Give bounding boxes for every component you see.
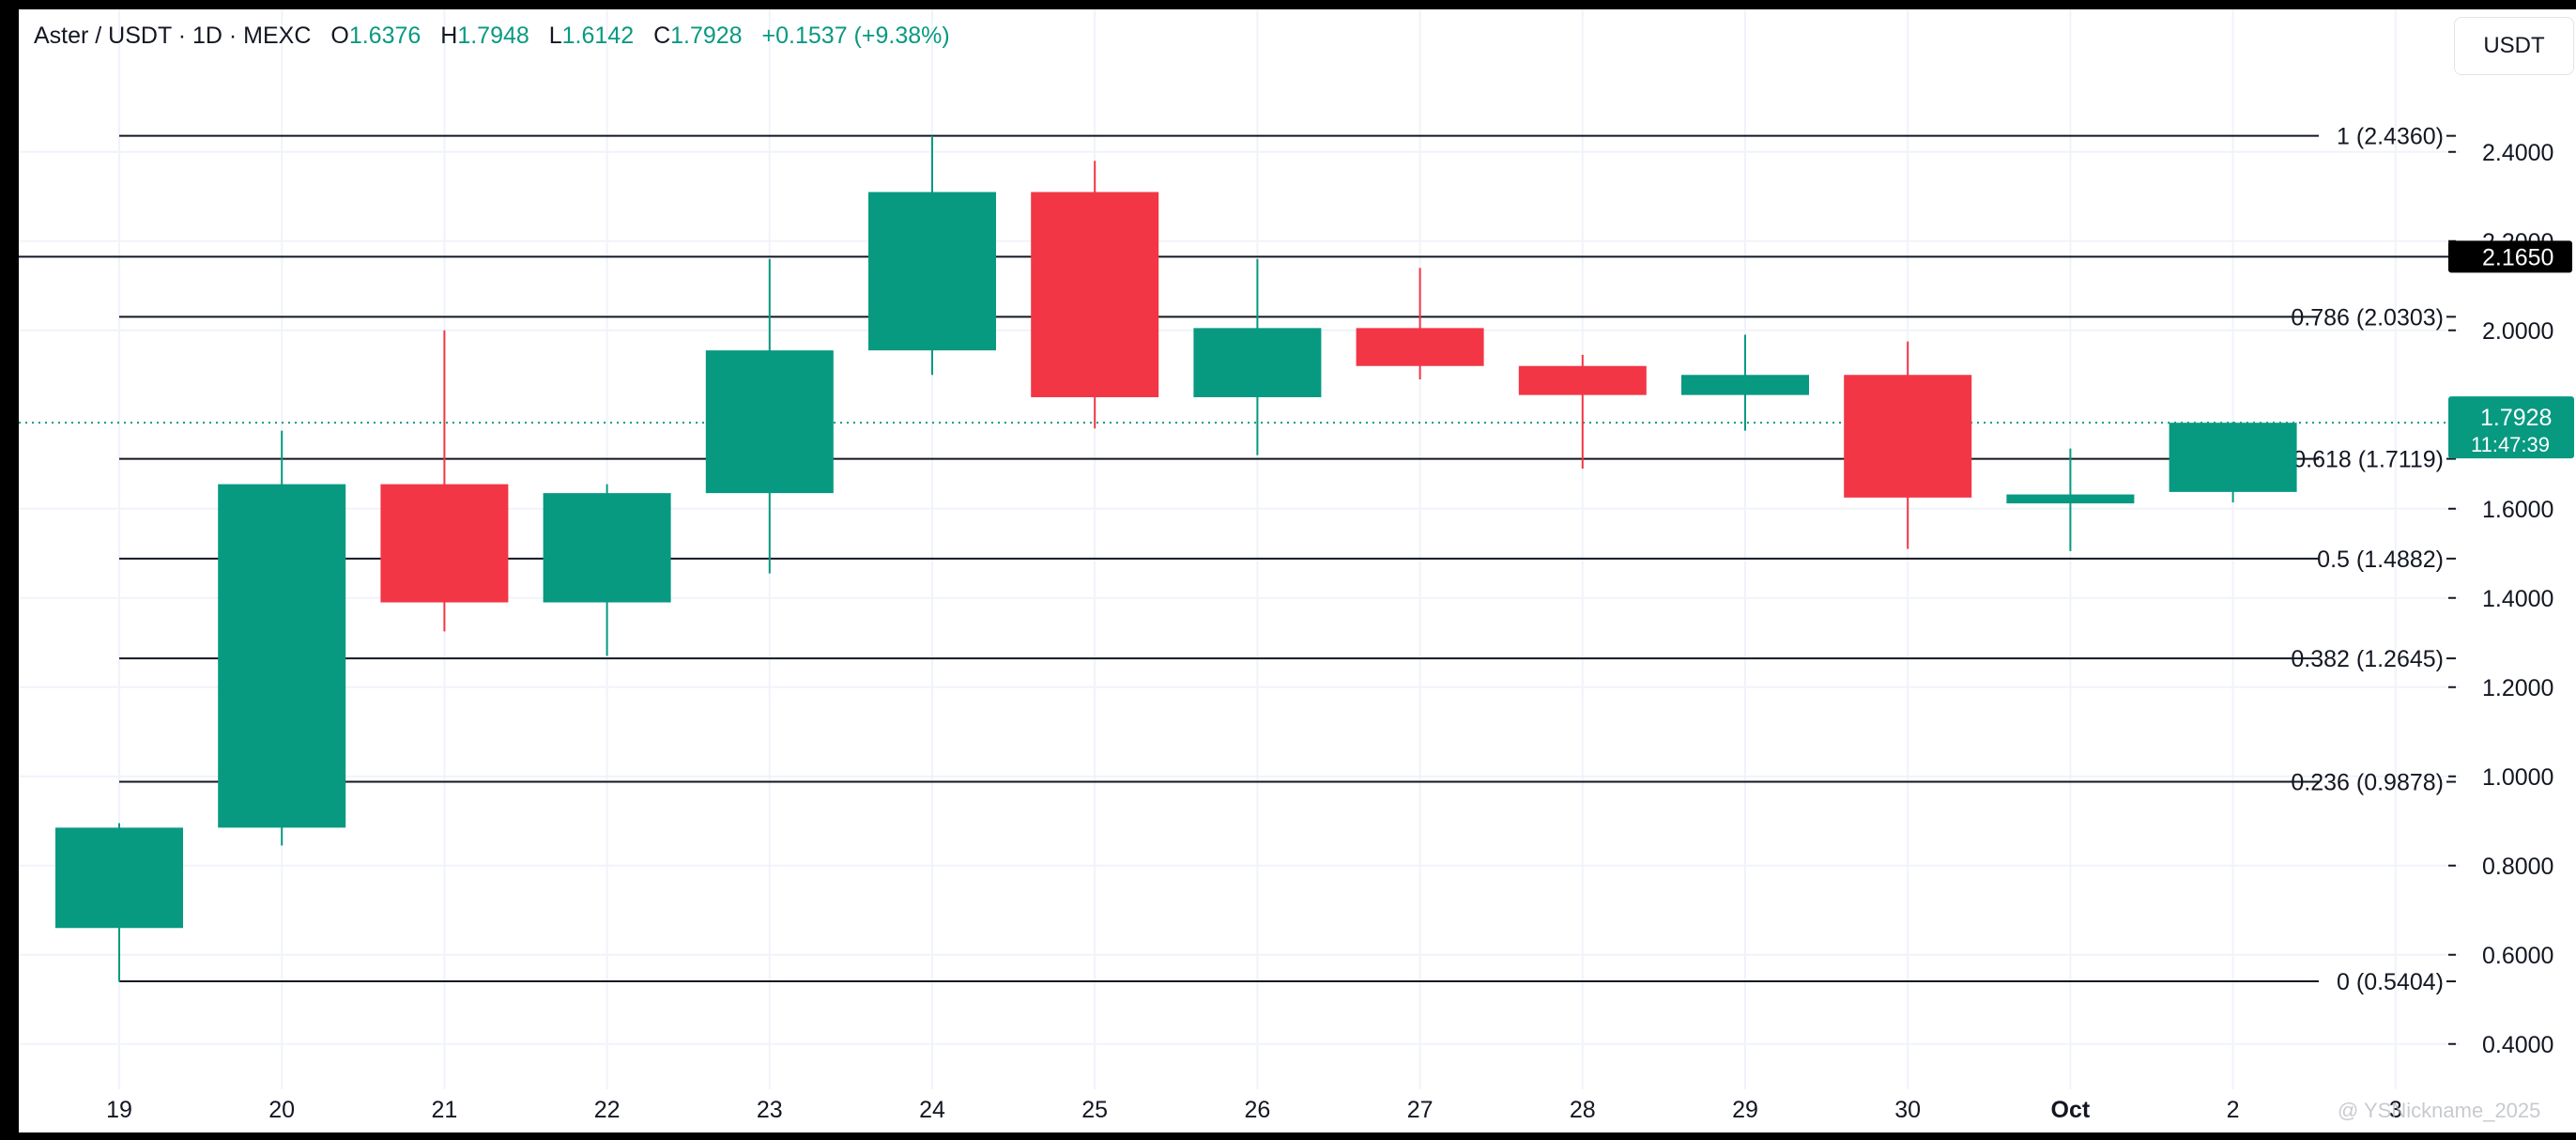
horizontal-line-price-tag [2448,240,2572,273]
fib-level-label: 0.5 (1.4882) [2317,547,2444,573]
y-tick-label: 1.4000 [2482,586,2553,612]
symbol-label: Aster / USDT · 1D · MEXC [34,23,312,49]
fib-level-label: 0 (0.5404) [2337,969,2444,995]
y-tick-label: 1.6000 [2482,497,2553,523]
x-tick-label: 29 [1732,1097,1758,1123]
change-value: +0.1537 (+9.38%) [761,23,950,49]
candle-body [543,493,671,603]
x-tick-label: 2 [2227,1097,2240,1123]
candlestick-chart[interactable]: 19 20 21 22 23 24 25 26 27 28 29 30 Oct 2 30.40000.600… [19,9,2576,1132]
horizontal-line-price-label: 2.1650 [2482,244,2553,270]
y-tick-label: 1.2000 [2482,675,2553,701]
x-tick-label: 27 [1407,1097,1434,1123]
x-tick-label: 23 [757,1097,783,1123]
candle-body [380,484,509,603]
open-label: O [330,23,349,49]
candle-body [1193,328,1322,397]
y-tick-label: 2.4000 [2482,140,2553,166]
chart-frame: 19 20 21 22 23 24 25 26 27 28 29 30 Oct 2 3 0.4000 0.600… [19,9,2576,1132]
low-label: L [548,23,562,49]
candle-body [1356,328,1484,366]
x-tick-label: 26 [1244,1097,1270,1123]
x-tick-label: 20 [268,1097,295,1123]
current-price-tag [2448,396,2574,459]
x-tick-label: 28 [1570,1097,1596,1123]
y-tick-label: 0.4000 [2482,1032,2553,1058]
fib-level-label: 0.236 (0.9878) [2291,770,2444,796]
chart-header: Aster / USDT · 1D · MEXC O1.6376 H1.7948… [34,23,950,50]
high-label: H [440,23,458,49]
countdown-label: 11:47:39 [2471,433,2550,456]
candle-body [2169,423,2297,492]
y-tick-label: 2.0000 [2482,318,2553,345]
fib-level-label: 1 (2.4360) [2337,124,2444,150]
x-tick-label: 30 [1894,1097,1921,1123]
candle-body [1844,375,1972,498]
candle-body [1031,192,1159,397]
candle-body [868,192,996,351]
y-tick-label: 0.6000 [2482,943,2553,969]
x-tick-label: 24 [919,1097,945,1123]
y-tick-label: 0.8000 [2482,854,2553,880]
fib-level-label: 0.786 (2.0303) [2291,304,2444,331]
candle-body [218,484,346,828]
candle-body [55,827,183,929]
close-value: 1.7928 [670,23,743,49]
candle-body [2006,494,2135,504]
candle-body [705,350,834,494]
close-label: C [653,23,671,49]
fib-level-label: 0.382 (1.2645) [2291,646,2444,672]
open-value: 1.6376 [348,23,422,49]
y-tick-label: 1.0000 [2482,764,2553,791]
x-tick-label: 3 [2389,1097,2402,1123]
candle-body [1518,365,1647,395]
current-price-label: 1.7928 [2480,405,2552,431]
watermark-text: @ YSNickname_2025 [2338,1099,2540,1122]
currency-unit-button[interactable]: USDT [2454,17,2574,75]
x-tick-label: 25 [1081,1097,1108,1123]
candle-body [1681,375,1809,395]
high-value: 1.7948 [457,23,529,49]
x-tick-label: 19 [106,1097,132,1123]
low-value: 1.6142 [561,23,635,49]
x-tick-label: 21 [431,1097,457,1123]
x-tick-label: Oct [2051,1097,2091,1123]
x-tick-label: 22 [594,1097,621,1123]
fib-level-label: 0.618 (1.7119) [2292,447,2444,473]
